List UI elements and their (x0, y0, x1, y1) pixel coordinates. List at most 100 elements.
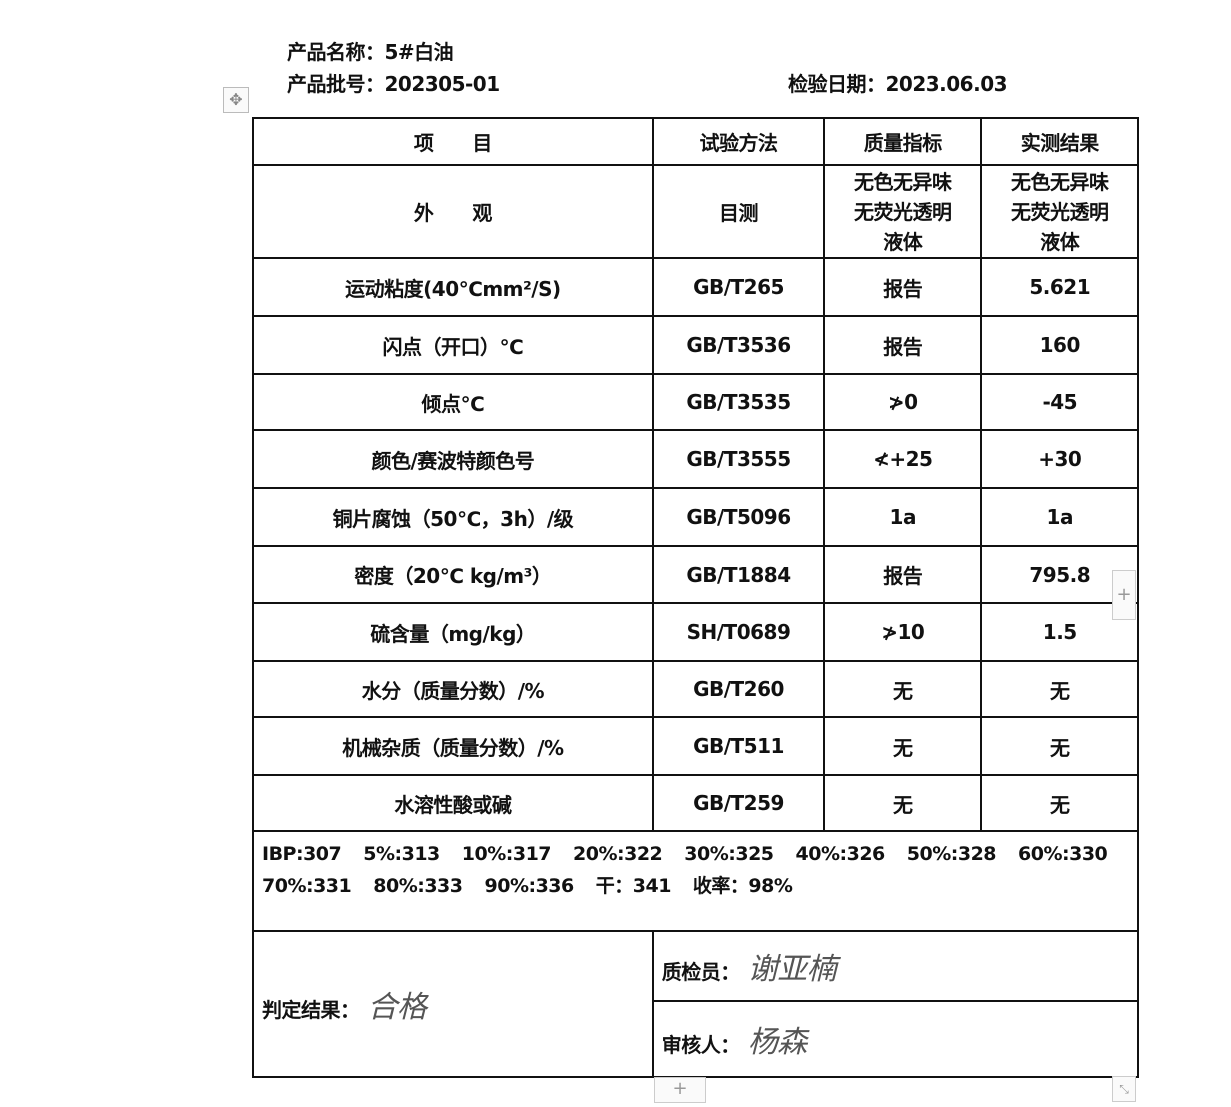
distillation-value: 干：341 (595, 875, 672, 897)
table-row: 铜片腐蚀（50℃，3h）/级 GB/T5096 1a 1a (252, 487, 1140, 547)
cell-spec: ≮+25 (823, 429, 983, 489)
add-row-plus-icon[interactable]: + (654, 1077, 706, 1103)
reviewer-signature: 杨森 (747, 1025, 808, 1060)
cell-spec: 报告 (823, 257, 983, 317)
date-value: 2023.06.03 (885, 72, 1008, 96)
distillation-value: 40%:326 (795, 843, 886, 865)
table-resize-icon[interactable]: ⤡ (1112, 1076, 1136, 1102)
judgement-label: 判定结果： (262, 998, 360, 1022)
spec-line: 无色无异味 (853, 169, 952, 194)
signature-row: 审核人： 杨森 (253, 1000, 1140, 1078)
cell-method: GB/T511 (651, 716, 826, 776)
distillation-value: IBP:307 (262, 843, 342, 865)
table-row: 密度（20℃ kg/m³） GB/T1884 报告 795.8 (252, 545, 1140, 604)
table-row: 水分（质量分数）/% GB/T260 无无 (252, 660, 1140, 718)
cell-result: 5.621 (980, 257, 1140, 317)
cell-result: 无 (980, 774, 1140, 832)
cell-result: 无 (980, 716, 1140, 776)
batch-number: 产品批号：202305-01 (287, 68, 500, 97)
cell-item: 硫含量（mg/kg） (252, 602, 654, 662)
reviewer-label: 审核人： (661, 1033, 741, 1057)
signature-row: 判定结果： 合格 质检员： 谢亚楠 (252, 930, 1140, 1078)
table-row: 机械杂质（质量分数）/% GB/T511 无无 (252, 716, 1140, 776)
table-row: 颜色/赛波特颜色号 GB/T3555 ≮+25 +30 (252, 429, 1140, 489)
cell-method: GB/T259 (651, 774, 826, 832)
cell-item: 外 观 (252, 164, 654, 259)
cell-result: +30 (980, 429, 1140, 489)
cell-result: 1.5 (980, 602, 1140, 662)
distillation-value: 5%:313 (363, 843, 440, 865)
cell-result: 160 (980, 315, 1140, 375)
cell-method: 目测 (651, 164, 826, 259)
cell-spec: ≯10 (823, 602, 983, 662)
product-name: 产品名称：5#白油 (287, 36, 454, 65)
table-row: 闪点（开口）℃ GB/T3536 报告 160 (252, 315, 1140, 375)
cell-spec: 1a (823, 487, 983, 547)
cell-method: SH/T0689 (651, 602, 826, 662)
distillation-value: 10%:317 (461, 843, 552, 865)
cell-method: GB/T3555 (651, 429, 826, 489)
cell-item: 颜色/赛波特颜色号 (252, 429, 654, 489)
cell-spec: 无 (823, 716, 983, 776)
inspection-table: 项 目 试验方法 质量指标 实测结果 外 观 目测 无色无异味无荧光透明液体 无… (251, 117, 1140, 1078)
distillation-value: 30%:325 (684, 843, 774, 865)
product-name-value: 5#白油 (384, 40, 454, 64)
cell-item: 密度（20℃ kg/m³） (252, 545, 654, 604)
cell-result: 1a (980, 487, 1140, 547)
cell-result: -45 (980, 373, 1140, 431)
col-header-method: 试验方法 (651, 117, 826, 166)
distillation-value: 90%:336 (484, 875, 575, 897)
cell-item: 倾点℃ (252, 373, 654, 431)
cell-method: GB/T3536 (651, 315, 826, 375)
result-line: 无色无异味 (1011, 169, 1109, 194)
cell-method: GB/T265 (651, 257, 826, 317)
table-row: 倾点℃ GB/T3535 ≯0 -45 (252, 373, 1140, 431)
distillation-value: 70%:331 (262, 875, 352, 897)
cell-item: 运动粘度(40℃mm²/S) (252, 257, 654, 317)
inspection-date: 检验日期：2023.06.03 (788, 68, 1008, 97)
table-row: 水溶性酸或碱 GB/T259 无无 (252, 774, 1140, 832)
table-move-icon[interactable]: ✥ (223, 87, 249, 113)
distillation-value: 收率：98% (692, 875, 793, 897)
table-row: 硫含量（mg/kg） SH/T0689 ≯10 1.5 (252, 602, 1140, 662)
cell-item: 闪点（开口）℃ (252, 315, 654, 375)
cell-spec: 报告 (823, 545, 983, 604)
add-column-plus-icon[interactable]: + (1112, 570, 1136, 620)
reviewer-cell: 审核人： 杨森 (651, 1000, 1140, 1078)
cell-result: 无 (980, 660, 1140, 718)
col-header-item: 项 目 (252, 117, 654, 166)
cell-item: 水溶性酸或碱 (252, 774, 654, 832)
distillation-value: 20%:322 (573, 843, 663, 865)
distillation-cell: IBP:307 5%:313 10%:317 20%:322 30%:325 40%:32… (251, 830, 1140, 932)
cell-item: 铜片腐蚀（50℃，3h）/级 (252, 487, 654, 547)
inspector-label: 质检员： (661, 960, 741, 984)
table-row: 外 观 目测 无色无异味 无荧光透明 液体 无色无异味 无荧光透明 液体 (252, 164, 1140, 259)
inspector-signature: 谢亚楠 (747, 952, 837, 987)
col-header-spec: 质量指标 (823, 117, 983, 166)
cell-result: 无色无异味 无荧光透明 液体 (980, 164, 1140, 259)
inspector-cell: 质检员： 谢亚楠 (651, 930, 1140, 1002)
batch-value: 202305-01 (384, 72, 501, 96)
cell-spec: 无 (823, 774, 983, 832)
spec-line: 无荧光透明 (853, 199, 952, 224)
cell-method: GB/T3535 (651, 373, 826, 431)
distillation-value: 80%:333 (373, 875, 463, 897)
date-label: 检验日期： (788, 72, 886, 96)
table-row: 运动粘度(40℃mm²/S) GB/T265 报告 5.621 (252, 257, 1140, 317)
distillation-value: 50%:328 (906, 843, 997, 865)
col-header-result: 实测结果 (980, 117, 1140, 166)
table-header-row: 项 目 试验方法 质量指标 实测结果 (252, 117, 1140, 166)
cell-method: GB/T1884 (651, 545, 826, 604)
judgement-signature: 合格 (367, 990, 428, 1025)
cell-spec: 报告 (823, 315, 983, 375)
distillation-row: IBP:307 5%:313 10%:317 20%:322 30%:325 40%:32… (251, 830, 1140, 932)
distillation-value: 60%:330 (1018, 843, 1108, 865)
cell-spec: ≯0 (823, 373, 983, 431)
result-line: 液体 (1040, 229, 1080, 254)
spec-line: 液体 (883, 229, 923, 254)
cell-method: GB/T5096 (651, 487, 826, 547)
cell-item: 水分（质量分数）/% (252, 660, 654, 718)
judgement-cell: 判定结果： 合格 (252, 930, 654, 1078)
cell-spec: 无色无异味无荧光透明液体 (823, 164, 983, 259)
batch-label: 产品批号： (287, 72, 385, 96)
